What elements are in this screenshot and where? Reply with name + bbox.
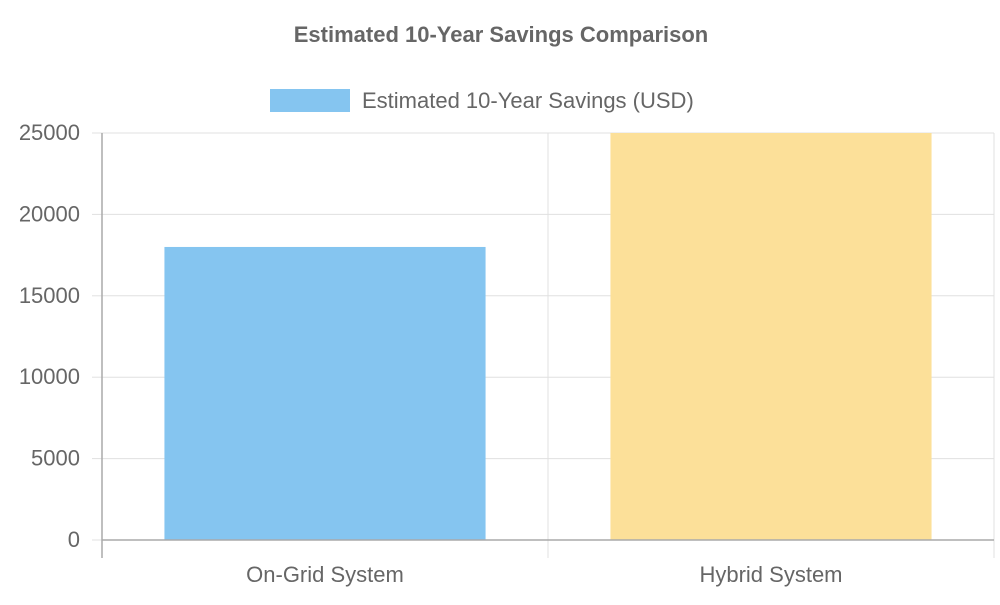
bar-hybrid-system[interactable] [610, 133, 932, 540]
y-tick-label: 20000 [19, 201, 80, 226]
chart-title: Estimated 10-Year Savings Comparison [294, 22, 709, 47]
y-tick-label: 5000 [31, 446, 80, 471]
axes [101, 133, 994, 558]
bars [164, 133, 932, 540]
x-tick-label: Hybrid System [699, 562, 842, 587]
legend-label: Estimated 10-Year Savings (USD) [362, 88, 694, 113]
y-tick-label: 15000 [19, 283, 80, 308]
y-tick-label: 25000 [19, 120, 80, 145]
bar-on-grid-system[interactable] [164, 246, 486, 540]
y-tick-label: 10000 [19, 364, 80, 389]
tick-labels: 0 5000 10000 15000 20000 25000 On-Grid System H… [19, 120, 843, 587]
x-tick-label: On-Grid System [246, 562, 404, 587]
legend-swatch [270, 89, 350, 112]
legend[interactable]: Estimated 10-Year Savings (USD) [270, 88, 694, 113]
y-tick-label: 0 [68, 527, 80, 552]
